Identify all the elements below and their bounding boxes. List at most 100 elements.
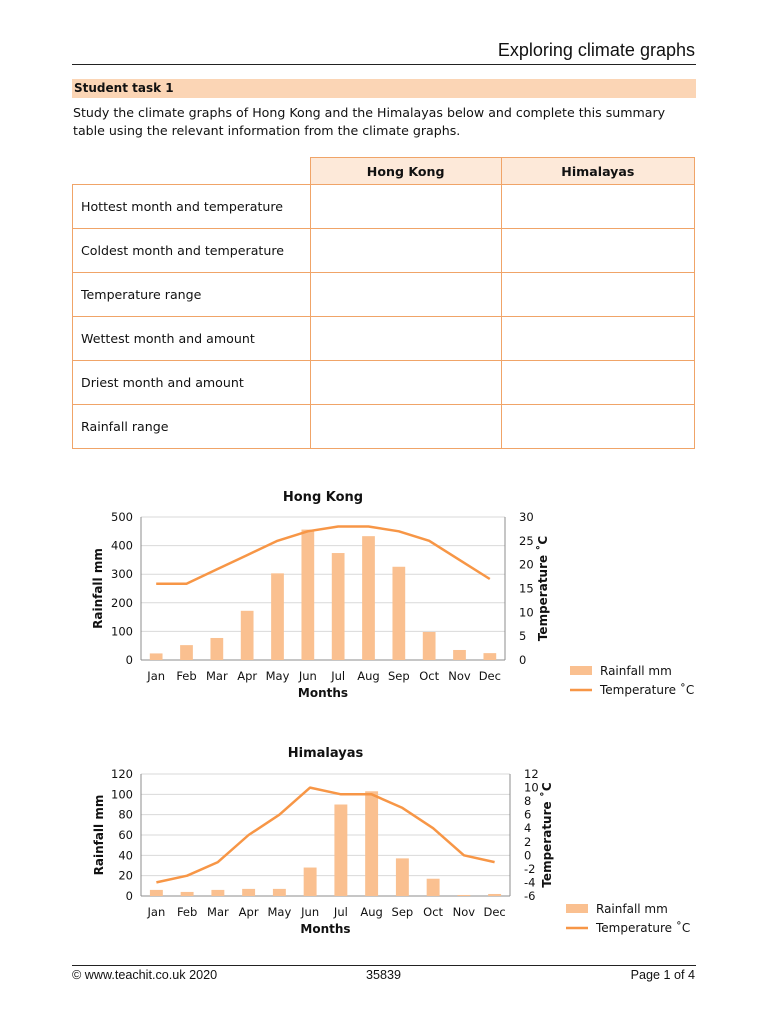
y-tick-label: 0: [126, 653, 133, 667]
answer-cell-himalayas[interactable]: [500, 404, 696, 449]
legend-rainfall-swatch: [566, 904, 588, 913]
rainfall-bar: [149, 889, 163, 896]
legend-rainfall-label: Rainfall mm: [596, 902, 668, 916]
answer-cell-hong-kong[interactable]: [309, 316, 502, 361]
x-tick-label: Jan: [147, 905, 166, 919]
x-tick-label: Dec: [483, 905, 505, 919]
x-tick-label: Jun: [298, 669, 317, 683]
x-tick-label: Jan: [146, 669, 165, 683]
table-row: Hottest month and temperature: [72, 184, 696, 229]
y2-tick-label: 30: [519, 510, 534, 524]
x-tick-label: Apr: [237, 669, 257, 683]
y2-tick-label: 10: [519, 605, 534, 619]
legend-temperature-label: Temperature ˚C: [595, 920, 690, 935]
answer-cell-hong-kong[interactable]: [309, 272, 502, 317]
answer-cell-himalayas[interactable]: [500, 228, 696, 273]
answer-cell-himalayas[interactable]: [500, 184, 696, 229]
task-instructions: Study the climate graphs of Hong Kong an…: [73, 105, 666, 138]
answer-cell-himalayas[interactable]: [500, 360, 696, 405]
y2-tick-label: 6: [524, 808, 531, 822]
y-tick-label: 400: [111, 539, 133, 553]
footer-rule: [72, 965, 696, 966]
y2-tick-label: 0: [519, 653, 526, 667]
answer-cell-hong-kong[interactable]: [309, 184, 502, 229]
y2-tick-label: 0: [524, 848, 531, 862]
footer-reference-number: 35839: [366, 968, 402, 982]
x-tick-label: Jun: [300, 905, 319, 919]
x-tick-label: Aug: [357, 669, 379, 683]
y-axis-label: Rainfall mm: [92, 795, 106, 876]
rainfall-bar: [180, 645, 193, 660]
rainfall-bar: [488, 893, 502, 896]
x-tick-label: Feb: [176, 669, 196, 683]
header-rule: [72, 64, 696, 65]
rainfall-bar: [210, 637, 224, 660]
table-row: Temperature range: [72, 272, 696, 317]
answer-cell-hong-kong[interactable]: [309, 360, 502, 405]
x-tick-label: Sep: [388, 669, 410, 683]
x-tick-label: Jul: [330, 669, 345, 683]
answer-cell-hong-kong[interactable]: [309, 404, 502, 449]
hong-kong-climate-chart: Hong Kong 0 100 200 300 400 500 0 5 10 15 20 25 30 Jan…: [91, 490, 694, 700]
y2-tick-label: 20: [519, 558, 534, 572]
y-tick-label: 40: [118, 848, 133, 862]
rainfall-bar: [365, 791, 379, 896]
rainfall-bar: [483, 653, 497, 660]
rainfall-bar: [362, 536, 375, 660]
rainfall-bar: [392, 566, 406, 660]
y2-tick-label: 25: [519, 534, 534, 548]
task-heading: Student task 1: [72, 79, 696, 98]
chart-title: Himalayas: [288, 746, 364, 761]
table-row: Wettest month and amount: [72, 316, 696, 361]
rainfall-bar: [271, 573, 284, 660]
answer-cell-himalayas[interactable]: [500, 316, 696, 361]
rainfall-bar: [272, 888, 286, 896]
x-tick-label: Jul: [333, 905, 348, 919]
x-tick-label: Nov: [453, 905, 476, 919]
legend-temperature-label: Temperature ˚C: [599, 682, 694, 697]
rainfall-bar: [426, 878, 440, 896]
x-tick-label: Oct: [423, 905, 443, 919]
x-tick-label: Oct: [419, 669, 439, 683]
y-tick-label: 80: [118, 808, 133, 822]
table-row: Driest month and amount: [72, 360, 696, 405]
temperature-line: [156, 525, 491, 585]
y2-tick-label: 8: [524, 794, 531, 808]
answer-cell-himalayas[interactable]: [500, 272, 696, 317]
legend-rainfall-label: Rainfall mm: [600, 664, 672, 678]
y-tick-label: 120: [111, 767, 133, 781]
y-tick-label: 20: [118, 869, 133, 883]
answer-cell-hong-kong[interactable]: [309, 228, 502, 273]
x-tick-label: May: [267, 905, 291, 919]
y2-tick-label: 2: [524, 835, 531, 849]
footer-copyright: © www.teachit.co.uk 2020: [72, 968, 218, 982]
rainfall-bar: [457, 894, 471, 896]
x-tick-label: Mar: [206, 669, 228, 683]
y2-tick-label: -6: [524, 889, 535, 903]
y-tick-label: 0: [126, 889, 133, 903]
chart-title: Hong Kong: [283, 490, 363, 505]
rainfall-bar: [180, 891, 194, 896]
row-label-driest-month: Driest month and amount: [72, 360, 311, 405]
row-label-hottest-month: Hottest month and temperature: [72, 184, 311, 229]
rainfall-bar: [422, 631, 436, 660]
x-tick-label: Apr: [239, 905, 259, 919]
rainfall-bar: [331, 553, 345, 660]
rainfall-bar: [149, 653, 163, 660]
y2-tick-label: 4: [524, 821, 531, 835]
y-tick-label: 200: [111, 596, 133, 610]
x-axis-label: Months: [300, 922, 350, 936]
y-tick-label: 300: [111, 567, 133, 581]
row-label-coldest-month: Coldest month and temperature: [72, 228, 311, 273]
column-header-hong-kong: Hong Kong: [309, 157, 502, 185]
y2-tick-label: 10: [524, 781, 539, 795]
footer-page-number: Page 1 of 4: [630, 968, 695, 982]
rainfall-bar: [242, 888, 256, 896]
rainfall-bar: [334, 804, 348, 896]
x-tick-label: Aug: [360, 905, 382, 919]
himalayas-climate-chart: Himalayas020406080100120-6-4-2024681012J…: [92, 746, 690, 936]
rainfall-bar: [395, 858, 409, 896]
column-header-himalayas: Himalayas: [500, 157, 696, 185]
page-title: Exploring climate graphs: [497, 40, 695, 60]
y2-tick-label: 5: [519, 629, 526, 643]
